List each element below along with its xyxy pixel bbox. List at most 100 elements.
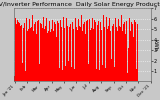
Bar (15, 18, 16, 81)
Bar (117, 31, 118, 81)
Bar (122, 31, 123, 81)
Bar (35, 16, 36, 81)
Bar (75, 18, 76, 81)
Bar (102, 65, 103, 81)
Bar (92, 18, 93, 81)
Bar (99, 70, 100, 81)
Bar (33, 31, 34, 81)
Bar (121, 16, 122, 81)
Bar (97, 25, 98, 81)
Bar (135, 22, 136, 81)
Bar (48, 31, 49, 81)
Bar (30, 28, 31, 81)
Bar (125, 34, 126, 81)
Bar (46, 18, 47, 81)
Bar (109, 18, 110, 81)
Bar (40, 23, 41, 81)
Bar (108, 26, 109, 81)
Bar (98, 21, 99, 81)
Bar (41, 24, 42, 81)
Bar (127, 73, 128, 81)
Bar (34, 24, 35, 81)
Bar (59, 68, 60, 81)
Bar (23, 28, 24, 81)
Bar (47, 33, 48, 81)
Bar (63, 19, 64, 81)
Bar (58, 23, 59, 81)
Bar (43, 16, 44, 81)
Bar (105, 22, 106, 81)
Bar (90, 30, 91, 81)
Bar (120, 27, 121, 81)
Bar (29, 19, 30, 81)
Bar (104, 27, 105, 81)
Bar (16, 31, 17, 81)
Bar (93, 29, 94, 81)
Bar (134, 20, 135, 81)
Bar (95, 22, 96, 81)
Bar (115, 18, 116, 81)
Bar (52, 20, 53, 81)
Bar (17, 20, 18, 81)
Bar (67, 26, 68, 81)
Bar (86, 21, 87, 81)
Bar (21, 25, 22, 81)
Bar (106, 16, 107, 81)
Bar (113, 24, 114, 81)
Bar (84, 22, 85, 81)
Bar (28, 29, 29, 81)
Bar (137, 24, 138, 81)
Bar (42, 28, 43, 81)
Bar (119, 26, 120, 81)
Bar (80, 27, 81, 81)
Bar (18, 22, 19, 81)
Bar (111, 60, 112, 81)
Bar (64, 28, 65, 81)
Bar (82, 31, 83, 81)
Bar (25, 71, 26, 81)
Bar (70, 19, 71, 81)
Bar (110, 31, 111, 81)
Bar (53, 31, 54, 81)
Bar (71, 67, 72, 81)
Bar (49, 21, 50, 81)
Bar (56, 38, 57, 81)
Bar (36, 34, 37, 81)
Bar (54, 22, 55, 81)
Bar (50, 32, 51, 81)
Bar (133, 38, 134, 81)
Bar (77, 30, 78, 81)
Bar (85, 34, 86, 81)
Bar (38, 20, 39, 81)
Bar (69, 27, 70, 81)
Bar (112, 21, 113, 81)
Bar (118, 19, 119, 81)
Bar (61, 27, 62, 81)
Bar (14, 76, 15, 81)
Bar (74, 69, 75, 81)
Bar (81, 16, 82, 81)
Bar (32, 16, 33, 81)
Bar (79, 26, 80, 81)
Bar (128, 48, 129, 81)
Bar (68, 60, 69, 81)
Bar (51, 29, 52, 81)
Bar (73, 29, 74, 81)
Bar (103, 20, 104, 81)
Bar (107, 29, 108, 81)
Bar (131, 29, 132, 81)
Bar (88, 64, 89, 81)
Bar (39, 64, 40, 81)
Bar (123, 24, 124, 81)
Bar (57, 21, 58, 81)
Bar (114, 67, 115, 81)
Bar (31, 27, 32, 81)
Bar (83, 24, 84, 81)
Bar (116, 27, 117, 81)
Bar (76, 27, 77, 81)
Bar (94, 20, 95, 81)
Bar (20, 26, 21, 81)
Title: Solar PV/Inverter Performance  Daily Solar Energy Production Value: Solar PV/Inverter Performance Daily Sola… (0, 2, 160, 7)
Bar (45, 26, 46, 81)
Bar (37, 21, 38, 81)
